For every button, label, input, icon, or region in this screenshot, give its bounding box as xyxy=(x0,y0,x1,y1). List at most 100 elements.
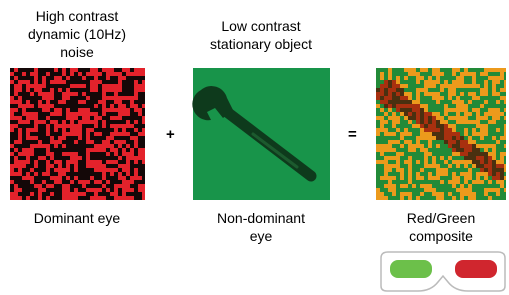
noise-cell xyxy=(408,116,412,120)
noise-cell xyxy=(134,124,138,128)
noise-cell xyxy=(416,168,420,172)
noise-cell xyxy=(138,152,142,156)
noise-cell xyxy=(504,132,506,136)
noise-cell xyxy=(90,76,94,80)
noise-cell xyxy=(440,172,444,176)
noise-cell xyxy=(134,188,138,192)
noise-cell xyxy=(396,184,400,188)
noise-cell xyxy=(42,172,46,176)
noise-cell xyxy=(82,176,86,180)
noise-cell xyxy=(436,148,440,152)
noise-cell xyxy=(504,88,506,92)
noise-cell xyxy=(98,128,102,132)
noise-cell xyxy=(90,140,94,144)
noise-cell xyxy=(114,124,118,128)
noise-cell xyxy=(376,116,380,120)
noise-cell xyxy=(456,72,460,76)
noise-cell xyxy=(46,140,50,144)
noise-cell xyxy=(424,196,428,200)
noise-cell xyxy=(468,176,472,180)
noise-cell xyxy=(424,188,428,192)
noise-cell xyxy=(54,112,58,116)
noise-cell xyxy=(38,188,42,192)
noise-cell xyxy=(22,80,26,84)
noise-cell xyxy=(496,192,500,196)
noise-cell xyxy=(424,68,428,72)
text-line: Low contrast xyxy=(191,17,331,35)
noise-cell xyxy=(18,176,22,180)
noise-cell xyxy=(460,68,464,72)
noise-cell xyxy=(90,192,94,196)
noise-cell xyxy=(428,128,432,132)
noise-cell xyxy=(82,104,86,108)
noise-cell xyxy=(58,188,62,192)
noise-cell xyxy=(22,184,26,188)
noise-cell xyxy=(50,172,54,176)
noise-cell xyxy=(440,168,444,172)
noise-cell xyxy=(484,156,488,160)
noise-cell xyxy=(412,176,416,180)
noise-cell xyxy=(102,104,106,108)
noise-cell xyxy=(380,176,384,180)
noise-cell xyxy=(106,184,110,188)
noise-cell xyxy=(26,144,30,148)
noise-cell xyxy=(456,132,460,136)
noise-cell xyxy=(440,104,444,108)
noise-cell xyxy=(38,156,42,160)
noise-cell xyxy=(404,144,408,148)
noise-cell xyxy=(472,80,476,84)
noise-cell xyxy=(86,72,90,76)
noise-cell xyxy=(460,168,464,172)
noise-cell xyxy=(114,148,118,152)
noise-cell xyxy=(110,172,114,176)
noise-cell xyxy=(404,152,408,156)
noise-cell xyxy=(94,132,98,136)
noise-cell xyxy=(122,148,126,152)
noise-cell xyxy=(376,72,380,76)
noise-cell xyxy=(396,148,400,152)
noise-cell xyxy=(78,140,82,144)
noise-cell xyxy=(122,80,126,84)
noise-cell xyxy=(408,192,412,196)
noise-cell xyxy=(62,112,66,116)
noise-cell xyxy=(74,136,78,140)
noise-cell xyxy=(78,120,82,124)
noise-cell xyxy=(26,196,30,200)
noise-cell xyxy=(476,96,480,100)
noise-cell xyxy=(412,68,416,72)
noise-cell xyxy=(94,152,98,156)
noise-cell xyxy=(404,184,408,188)
noise-cell xyxy=(464,160,468,164)
noise-cell xyxy=(18,88,22,92)
noise-cell xyxy=(26,172,30,176)
noise-cell xyxy=(496,76,500,80)
noise-cell xyxy=(448,132,452,136)
noise-cell xyxy=(428,152,432,156)
noise-cell xyxy=(86,176,90,180)
noise-cell xyxy=(50,164,54,168)
noise-cell xyxy=(436,96,440,100)
noise-cell xyxy=(452,100,456,104)
noise-cell xyxy=(440,152,444,156)
noise-cell xyxy=(110,144,114,148)
noise-cell xyxy=(122,120,126,124)
noise-cell xyxy=(492,72,496,76)
noise-cell xyxy=(50,192,54,196)
noise-cell xyxy=(94,196,98,200)
noise-cell xyxy=(468,156,472,160)
noise-cell xyxy=(380,172,384,176)
noise-cell xyxy=(58,164,62,168)
noise-cell xyxy=(392,136,396,140)
noise-cell xyxy=(448,140,452,144)
noise-cell xyxy=(484,168,488,172)
noise-cell xyxy=(22,100,26,104)
noise-cell xyxy=(14,180,18,184)
noise-cell xyxy=(412,120,416,124)
noise-cell xyxy=(500,72,504,76)
noise-cell xyxy=(408,80,412,84)
noise-cell xyxy=(74,112,78,116)
noise-cell xyxy=(476,168,480,172)
noise-cell xyxy=(54,68,58,72)
noise-cell xyxy=(54,96,58,100)
noise-cell xyxy=(468,148,472,152)
